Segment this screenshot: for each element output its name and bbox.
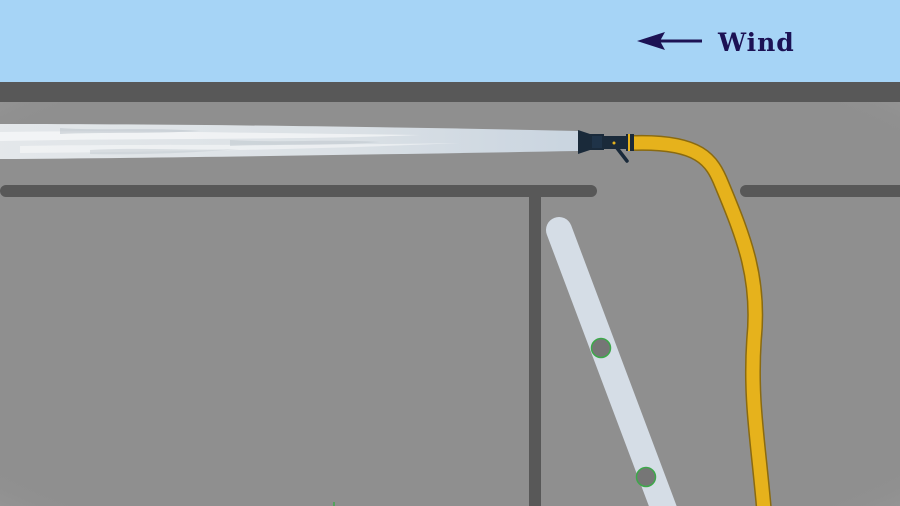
hose-nozzle [578,130,634,163]
roof-edge [0,82,900,102]
window-ledge-right [740,185,900,197]
window-divider [529,195,541,506]
left-arrow-icon [637,32,702,50]
nozzle-bail-handle [615,146,629,163]
wind-indicator: Wind [637,28,795,57]
window-ledge-left [0,185,597,197]
ladder [546,217,677,506]
wind-label: Wind [717,28,795,57]
ladder-rung-upper [590,337,612,359]
water-spray [0,124,578,159]
fire-hose [625,134,772,506]
sky [0,0,900,84]
ladder-rung-lower [635,466,657,488]
